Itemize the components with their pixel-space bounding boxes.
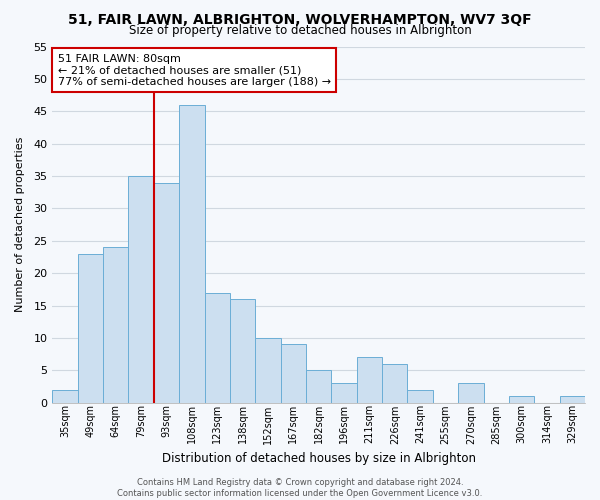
Bar [407, 390, 433, 403]
Bar [560, 396, 585, 403]
Bar [509, 396, 534, 403]
Y-axis label: Number of detached properties: Number of detached properties [15, 137, 25, 312]
Bar [331, 384, 357, 403]
X-axis label: Distribution of detached houses by size in Albrighton: Distribution of detached houses by size … [161, 452, 476, 465]
Bar [357, 358, 382, 403]
Bar [230, 299, 255, 403]
Bar [205, 292, 230, 403]
Bar [154, 182, 179, 403]
Bar [382, 364, 407, 403]
Bar [128, 176, 154, 403]
Bar [255, 338, 281, 403]
Text: 51, FAIR LAWN, ALBRIGHTON, WOLVERHAMPTON, WV7 3QF: 51, FAIR LAWN, ALBRIGHTON, WOLVERHAMPTON… [68, 12, 532, 26]
Bar [281, 344, 306, 403]
Text: Contains HM Land Registry data © Crown copyright and database right 2024.
Contai: Contains HM Land Registry data © Crown c… [118, 478, 482, 498]
Bar [77, 254, 103, 403]
Bar [179, 105, 205, 403]
Bar [52, 390, 77, 403]
Text: 51 FAIR LAWN: 80sqm
← 21% of detached houses are smaller (51)
77% of semi-detach: 51 FAIR LAWN: 80sqm ← 21% of detached ho… [58, 54, 331, 87]
Text: Size of property relative to detached houses in Albrighton: Size of property relative to detached ho… [128, 24, 472, 37]
Bar [458, 384, 484, 403]
Bar [103, 248, 128, 403]
Bar [306, 370, 331, 403]
